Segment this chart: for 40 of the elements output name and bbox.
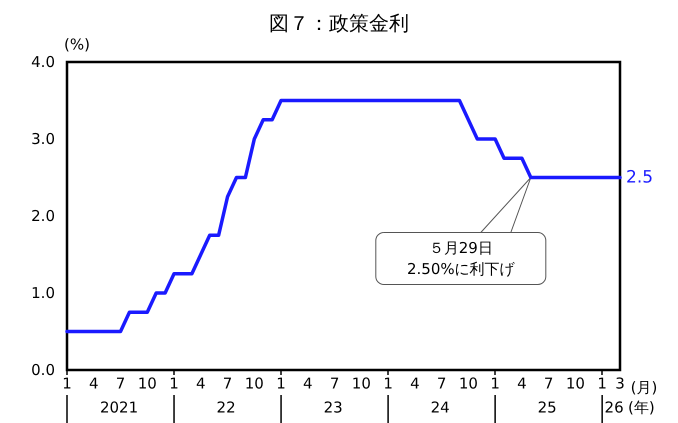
x-tick-label: 7	[116, 374, 126, 392]
y-axis-title: (%)	[64, 36, 90, 54]
x-tick-label: 10	[352, 374, 371, 392]
x-tick-label: 1	[490, 374, 500, 392]
x-tick-label: 7	[330, 374, 340, 392]
x-tick-label: 7	[222, 374, 232, 392]
y-tick-label: 3.0	[31, 130, 55, 148]
text: 22	[216, 398, 236, 416]
x-tick-label: 10	[138, 374, 157, 392]
x-tick-label: 1	[62, 374, 72, 392]
x-tick-label: 10	[244, 374, 264, 392]
text: 25	[538, 398, 557, 416]
x-tick-label: 4	[88, 374, 99, 392]
text: 2021	[100, 398, 138, 416]
data-label: 2.5	[626, 168, 654, 188]
x-tick-label: 4	[517, 374, 527, 392]
x-tick-label: 7	[544, 374, 554, 392]
chart-title: 図７：政策金利	[269, 11, 409, 35]
y-tick-label: 2.0	[31, 207, 55, 225]
text: 26	[604, 398, 624, 416]
text: 24	[430, 398, 450, 416]
text: 23	[324, 398, 343, 416]
y-tick-label: 4.0	[31, 53, 55, 71]
x-tick-label: 1	[383, 374, 393, 392]
x-tick-label: 10	[566, 374, 585, 392]
y-tick-label: 0.0	[31, 361, 55, 379]
x-tick-label: 1	[597, 374, 607, 392]
x-tick-label: 4	[303, 374, 313, 392]
x-axis-title: (月)	[630, 378, 658, 396]
annotation: ５月29日 2.50%に利下げ	[406, 239, 516, 278]
x-tick-label: 1	[169, 374, 179, 392]
line-series	[65, 98, 622, 334]
text: (年)	[628, 398, 655, 416]
x-tick-label: 3	[615, 374, 625, 392]
x-tick-label: 4	[196, 374, 206, 392]
y-tick-label: 1.0	[31, 284, 55, 302]
x-tick-label: 10	[458, 374, 478, 392]
x-tick-label: 4	[410, 374, 420, 392]
x-tick-label: 7	[436, 374, 446, 392]
x-tick-label: 1	[276, 374, 286, 392]
